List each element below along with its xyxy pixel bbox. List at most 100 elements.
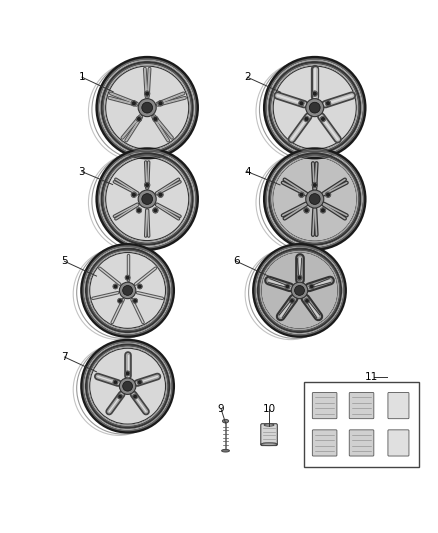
Ellipse shape — [117, 298, 123, 303]
Ellipse shape — [137, 117, 141, 121]
Ellipse shape — [125, 275, 130, 280]
Ellipse shape — [222, 449, 230, 452]
Ellipse shape — [325, 101, 331, 106]
Text: 10: 10 — [262, 404, 276, 414]
FancyBboxPatch shape — [349, 392, 374, 419]
Ellipse shape — [300, 193, 303, 197]
Ellipse shape — [158, 101, 163, 106]
Ellipse shape — [142, 193, 152, 205]
Ellipse shape — [298, 276, 301, 279]
Ellipse shape — [126, 276, 129, 279]
Ellipse shape — [114, 381, 117, 384]
Ellipse shape — [134, 299, 137, 302]
Ellipse shape — [86, 345, 169, 427]
Ellipse shape — [145, 183, 149, 187]
Text: 11: 11 — [365, 373, 378, 383]
Text: 2: 2 — [244, 72, 251, 82]
Ellipse shape — [90, 348, 166, 424]
Ellipse shape — [113, 379, 118, 385]
Ellipse shape — [312, 91, 318, 96]
Ellipse shape — [138, 99, 156, 117]
FancyBboxPatch shape — [312, 392, 337, 419]
Ellipse shape — [273, 157, 356, 240]
Ellipse shape — [261, 253, 337, 328]
Ellipse shape — [313, 183, 317, 187]
Ellipse shape — [297, 275, 302, 280]
Ellipse shape — [258, 249, 341, 332]
Ellipse shape — [304, 116, 309, 122]
Ellipse shape — [145, 92, 149, 95]
Ellipse shape — [321, 208, 325, 212]
Ellipse shape — [312, 182, 318, 188]
Ellipse shape — [114, 285, 117, 288]
Ellipse shape — [320, 207, 326, 213]
Text: 5: 5 — [61, 256, 68, 266]
Text: 1: 1 — [78, 72, 85, 82]
Ellipse shape — [285, 284, 290, 289]
Ellipse shape — [137, 284, 142, 289]
Ellipse shape — [142, 102, 152, 113]
Ellipse shape — [158, 192, 163, 198]
Ellipse shape — [321, 117, 325, 121]
Ellipse shape — [133, 394, 138, 399]
Ellipse shape — [125, 371, 130, 376]
Ellipse shape — [106, 157, 189, 240]
Ellipse shape — [300, 102, 303, 105]
Ellipse shape — [132, 193, 136, 197]
Ellipse shape — [305, 117, 308, 121]
FancyBboxPatch shape — [349, 430, 374, 456]
Ellipse shape — [159, 193, 162, 197]
Ellipse shape — [261, 443, 277, 446]
Ellipse shape — [137, 379, 142, 385]
Ellipse shape — [152, 207, 158, 213]
Text: 3: 3 — [78, 167, 85, 176]
Ellipse shape — [90, 253, 166, 328]
FancyBboxPatch shape — [312, 430, 337, 456]
Ellipse shape — [133, 298, 138, 303]
Ellipse shape — [291, 282, 308, 298]
Ellipse shape — [119, 395, 122, 398]
Ellipse shape — [131, 192, 137, 198]
Ellipse shape — [117, 394, 123, 399]
Ellipse shape — [159, 102, 162, 105]
Ellipse shape — [102, 154, 192, 244]
Ellipse shape — [138, 285, 141, 288]
Ellipse shape — [270, 62, 360, 152]
Ellipse shape — [273, 66, 356, 149]
Ellipse shape — [102, 62, 192, 152]
FancyBboxPatch shape — [388, 430, 409, 456]
Ellipse shape — [310, 285, 313, 288]
Ellipse shape — [145, 182, 150, 188]
Bar — [304, 382, 419, 467]
Ellipse shape — [309, 102, 320, 113]
Ellipse shape — [309, 193, 320, 205]
Ellipse shape — [299, 101, 304, 106]
Ellipse shape — [326, 193, 330, 197]
Ellipse shape — [299, 192, 304, 198]
Ellipse shape — [309, 284, 314, 289]
Ellipse shape — [86, 249, 169, 332]
Ellipse shape — [136, 116, 142, 122]
Ellipse shape — [126, 372, 129, 375]
Ellipse shape — [326, 102, 330, 105]
Text: 4: 4 — [244, 167, 251, 176]
Ellipse shape — [120, 282, 136, 298]
Ellipse shape — [123, 381, 133, 391]
Ellipse shape — [138, 381, 141, 384]
Ellipse shape — [137, 208, 141, 212]
Ellipse shape — [273, 157, 356, 240]
Ellipse shape — [223, 419, 229, 423]
Ellipse shape — [132, 102, 136, 105]
Text: 7: 7 — [61, 352, 68, 362]
Ellipse shape — [123, 286, 133, 295]
Ellipse shape — [313, 92, 317, 95]
Ellipse shape — [152, 116, 158, 122]
Ellipse shape — [286, 285, 289, 288]
Ellipse shape — [134, 395, 137, 398]
Ellipse shape — [304, 207, 309, 213]
Ellipse shape — [264, 424, 274, 426]
Ellipse shape — [261, 253, 337, 328]
Ellipse shape — [154, 117, 157, 121]
Ellipse shape — [138, 190, 156, 208]
Ellipse shape — [290, 298, 294, 303]
